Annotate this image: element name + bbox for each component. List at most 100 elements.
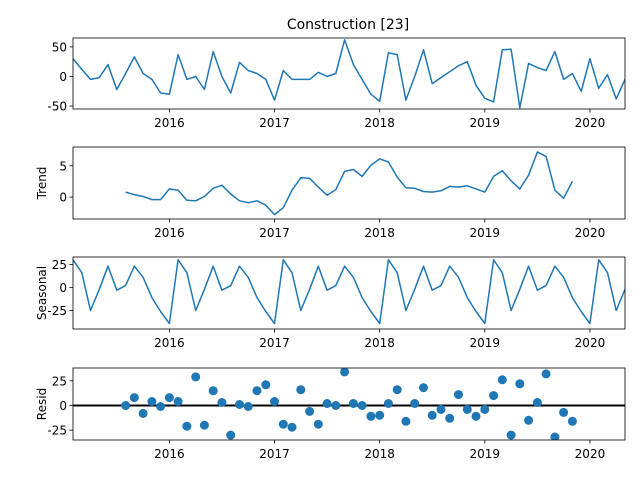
resid-point-38: [454, 390, 463, 400]
resid-xtick-label-2: 2018: [364, 447, 395, 461]
resid-ylabel: Resid: [35, 388, 49, 420]
resid-point-11: [217, 398, 227, 407]
observed-xtick-label-4: 2020: [575, 116, 606, 130]
resid-xtick-label-4: 2020: [575, 447, 606, 461]
trend-ytick-label-0: 0: [59, 191, 67, 205]
trend-series-line: [125, 151, 574, 216]
resid-ytick-label-0: -25: [47, 424, 67, 438]
resid-point-12: [226, 430, 236, 440]
resid-point-26: [348, 399, 358, 408]
resid-ytick-label-2: 25: [52, 374, 67, 388]
resid-point-32: [401, 416, 411, 426]
resid-point-27: [357, 401, 367, 410]
resid-point-34: [419, 383, 428, 393]
trend-ytick-label-1: 5: [59, 159, 67, 173]
resid-point-9: [199, 420, 209, 430]
resid-data: [121, 368, 577, 440]
observed-xtick-label-1: 2017: [259, 116, 290, 130]
resid-point-16: [261, 380, 271, 390]
resid-point-51: [567, 416, 577, 426]
resid-panel: -25 0 25 2016 2017 2018 2019 2020 Resid: [35, 367, 626, 461]
resid-point-19: [287, 422, 297, 432]
seasonal-ytick-label-0: -25: [47, 304, 67, 318]
observed-axes-frame: [72, 37, 626, 110]
seasonal-xtick-label-0: 2016: [154, 336, 185, 350]
trend-xtick-label-1: 2017: [259, 226, 290, 240]
resid-point-40: [471, 411, 481, 421]
resid-point-24: [331, 401, 341, 410]
resid-point-31: [392, 385, 402, 395]
resid-point-10: [208, 386, 218, 396]
seasonal-ytick-label-2: 25: [52, 258, 67, 272]
trend-xtick-label-2: 2018: [364, 226, 395, 240]
seasonal-xtick-label-4: 2020: [575, 336, 606, 350]
resid-point-2: [138, 408, 148, 418]
resid-point-15: [252, 386, 262, 396]
resid-point-44: [506, 430, 516, 440]
resid-point-18: [278, 419, 288, 429]
resid-point-25: [340, 368, 350, 377]
resid-point-28: [366, 411, 376, 421]
resid-point-46: [524, 415, 534, 425]
resid-point-47: [532, 398, 542, 407]
seasonal-xtick-label-3: 2019: [470, 336, 501, 350]
resid-point-45: [515, 379, 525, 389]
resid-point-8: [191, 372, 201, 382]
resid-point-1: [129, 393, 139, 403]
resid-point-23: [322, 399, 332, 408]
resid-axes-frame: [72, 367, 626, 441]
resid-point-13: [235, 400, 244, 409]
seasonal-series-line: [73, 259, 625, 325]
resid-point-3: [147, 397, 157, 406]
seasonal-data: [73, 259, 625, 325]
resid-point-35: [427, 410, 437, 420]
observed-xtick-label-3: 2019: [470, 116, 501, 130]
resid-point-41: [480, 404, 490, 414]
resid-point-39: [462, 404, 472, 414]
figure-title: Construction [23]: [287, 17, 409, 33]
observed-ytick-label-1: 0: [59, 70, 67, 84]
observed-panel: -50 0 50 2016 2017 2018 2019 2020: [47, 37, 626, 130]
trend-data: [125, 151, 574, 216]
resid-point-50: [559, 407, 569, 417]
resid-xtick-label-1: 2017: [259, 447, 290, 461]
resid-ytick-label-1: 0: [59, 399, 67, 413]
resid-point-42: [489, 391, 499, 401]
trend-axes-frame: [72, 146, 626, 220]
seasonal-ylabel: Seasonal: [35, 266, 49, 320]
resid-point-5: [164, 393, 174, 403]
resid-xtick-label-3: 2019: [470, 447, 501, 461]
resid-point-49: [550, 432, 560, 440]
resid-point-7: [182, 421, 192, 431]
resid-point-48: [541, 369, 551, 379]
trend-ylabel: Trend: [35, 167, 49, 201]
resid-point-33: [410, 399, 420, 408]
resid-point-37: [445, 413, 455, 423]
trend-xtick-label-4: 2020: [575, 226, 606, 240]
resid-point-6: [173, 397, 183, 406]
resid-xtick-label-0: 2016: [154, 447, 185, 461]
observed-series-line: [73, 39, 625, 109]
seasonal-ytick-label-1: 0: [59, 281, 67, 295]
resid-point-17: [270, 397, 279, 406]
observed-ytick-label-2: 50: [52, 40, 67, 54]
resid-point-29: [375, 410, 385, 420]
resid-point-20: [296, 385, 306, 395]
seasonal-xtick-label-1: 2017: [259, 336, 290, 350]
observed-data: [73, 39, 625, 109]
seasonal-xtick-label-2: 2018: [364, 336, 395, 350]
resid-point-43: [497, 375, 507, 385]
seasonal-panel: -25 0 25 2016 2017 2018 2019 2020 Seasonal: [35, 256, 626, 350]
seasonal-axes-frame: [72, 256, 626, 330]
observed-xtick-label-2: 2018: [364, 116, 395, 130]
resid-point-30: [383, 399, 393, 408]
resid-point-4: [156, 402, 166, 411]
observed-ytick-label-0: -50: [47, 100, 67, 114]
trend-xtick-label-0: 2016: [154, 226, 185, 240]
trend-panel: 0 5 2016 2017 2018 2019 2020 Trend: [35, 146, 626, 240]
trend-xtick-label-3: 2019: [470, 226, 501, 240]
resid-point-14: [243, 402, 253, 411]
resid-point-21: [305, 406, 315, 416]
